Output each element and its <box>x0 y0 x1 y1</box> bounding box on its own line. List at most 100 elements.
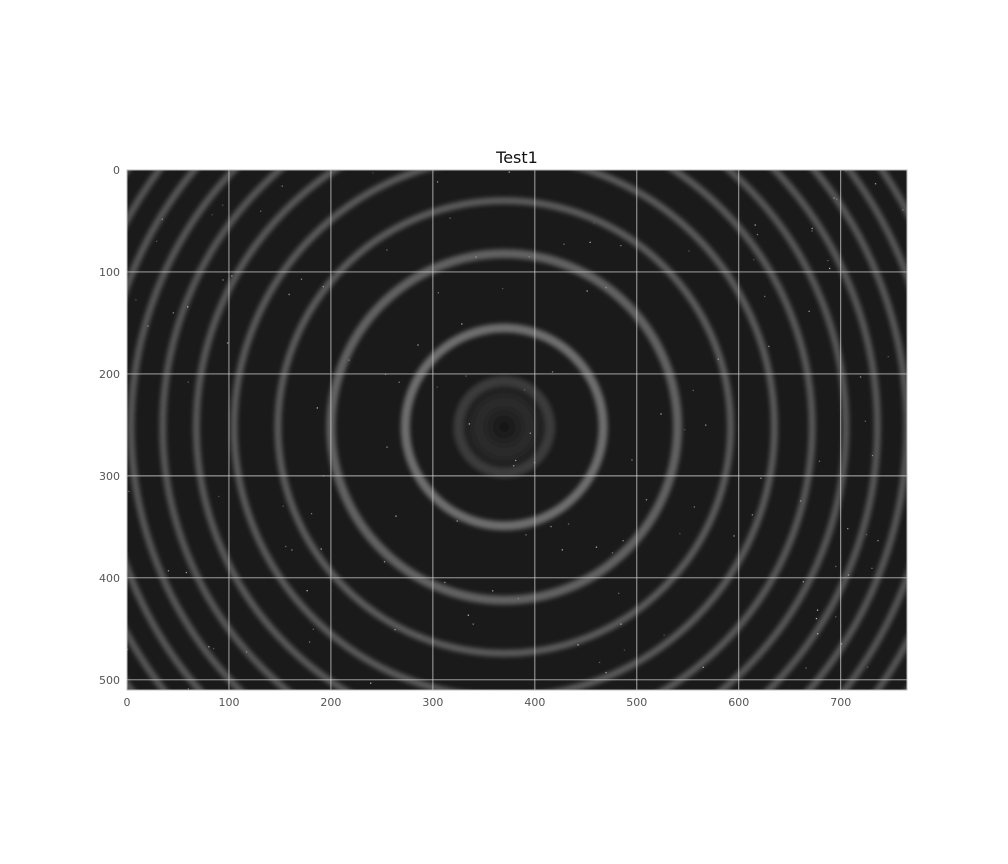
speckle <box>815 617 818 620</box>
x-tick-label: 400 <box>524 696 545 709</box>
speckle <box>372 172 374 174</box>
speckle <box>871 454 874 457</box>
speckle <box>308 641 311 643</box>
speckle <box>688 250 690 252</box>
speckle <box>847 574 850 576</box>
speckle <box>660 413 662 415</box>
speckle <box>751 514 753 516</box>
speckle <box>622 540 624 542</box>
speckle <box>663 634 665 636</box>
rings-layer <box>127 170 907 690</box>
speckle <box>756 233 759 236</box>
speckle-layer <box>127 170 904 690</box>
speckle <box>213 647 215 650</box>
speckle <box>598 661 601 664</box>
speckle <box>871 567 873 569</box>
speckle <box>513 465 515 467</box>
speckle <box>733 535 735 537</box>
speckle <box>835 616 837 618</box>
speckle <box>593 222 595 224</box>
y-tick-label: 500 <box>99 674 120 687</box>
speckle <box>611 552 614 554</box>
speckle <box>845 170 847 172</box>
speckle <box>561 549 563 551</box>
speckle <box>436 181 439 183</box>
speckle <box>187 688 189 690</box>
x-tick-label: 600 <box>728 696 749 709</box>
chart-title: Test1 <box>495 148 538 167</box>
speckle <box>702 666 704 668</box>
speckle <box>316 407 318 409</box>
speckle <box>866 666 869 668</box>
speckle <box>684 429 686 431</box>
ring-6 <box>192 170 816 690</box>
speckle <box>155 240 158 242</box>
speckle <box>829 267 831 270</box>
speckle <box>322 286 324 288</box>
speckle <box>525 534 527 536</box>
speckle <box>817 633 819 635</box>
speckle <box>386 249 388 251</box>
speckle <box>222 279 224 281</box>
speckle <box>461 323 463 325</box>
x-tick-label: 0 <box>124 696 131 709</box>
speckle <box>551 371 554 373</box>
speckle <box>417 344 419 346</box>
y-tick-label: 0 <box>113 164 120 177</box>
ring-5 <box>230 170 778 690</box>
speckle <box>528 256 530 258</box>
speckle <box>753 259 755 261</box>
speckle <box>231 275 233 277</box>
speckle <box>465 375 467 377</box>
speckle <box>370 682 372 684</box>
ring-7 <box>159 170 850 690</box>
speckle <box>859 376 862 378</box>
speckle <box>128 490 130 493</box>
speckle <box>550 525 552 528</box>
x-tick-label: 500 <box>626 696 647 709</box>
speckle <box>285 545 287 548</box>
speckle <box>764 295 766 298</box>
speckle <box>282 505 284 507</box>
speckle <box>218 495 220 498</box>
speckle <box>306 590 308 592</box>
speckle <box>395 515 397 517</box>
ring-4 <box>274 197 735 657</box>
speckle <box>754 224 756 226</box>
speckle <box>833 197 835 199</box>
speckle <box>288 293 290 296</box>
speckle <box>187 381 189 383</box>
ring-1 <box>453 376 556 478</box>
y-tick-label: 300 <box>99 470 120 483</box>
speckle <box>172 312 174 314</box>
speckle <box>310 513 313 515</box>
speckle <box>705 424 707 426</box>
speckle <box>902 209 904 211</box>
speckle <box>835 565 837 568</box>
y-tick-label: 200 <box>99 368 120 381</box>
x-tick-label: 100 <box>218 696 239 709</box>
speckle <box>398 381 400 383</box>
speckle <box>623 649 626 651</box>
speckle <box>135 299 137 301</box>
speckle <box>383 561 386 563</box>
speckle <box>320 548 322 550</box>
speckle <box>185 571 187 574</box>
axes-frame <box>126 169 908 691</box>
speckle <box>605 286 607 289</box>
speckle <box>586 290 588 292</box>
speckle <box>517 597 519 600</box>
speckle <box>874 183 877 185</box>
speckle <box>717 358 719 360</box>
speckle <box>127 648 129 651</box>
speckle <box>147 325 149 327</box>
speckle <box>693 506 695 508</box>
speckle <box>811 230 813 232</box>
speckle <box>645 499 648 501</box>
y-tick-label: 400 <box>99 572 120 585</box>
speckle <box>692 389 694 392</box>
speckle <box>800 500 802 502</box>
speckle <box>348 359 350 361</box>
ring-8 <box>127 170 881 690</box>
